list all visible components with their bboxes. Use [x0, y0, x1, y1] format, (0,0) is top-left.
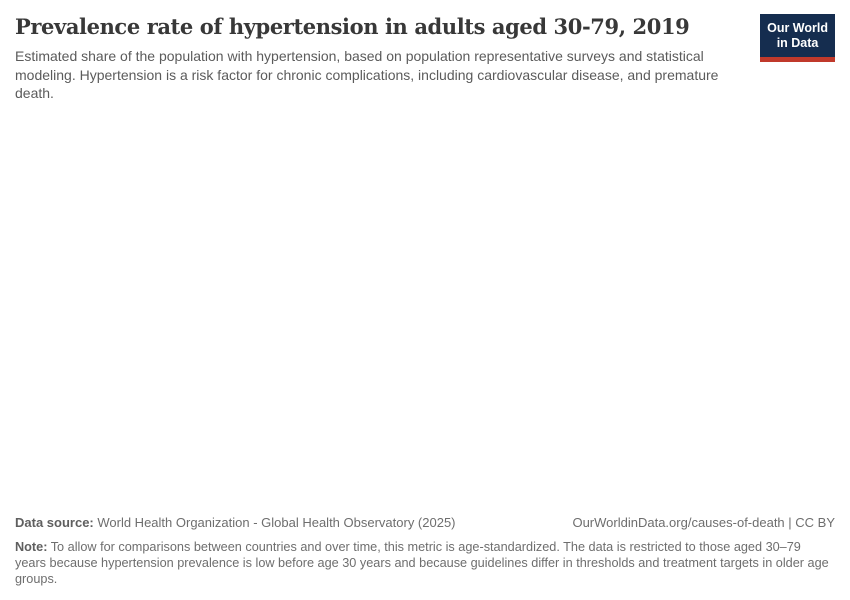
- note-text: To allow for comparisons between countri…: [15, 540, 829, 586]
- data-source-label: Data source:: [15, 515, 94, 531]
- header-text: Prevalence rate of hypertension in adult…: [15, 14, 746, 103]
- note-block: Note: To allow for comparisons between c…: [15, 539, 835, 587]
- chart-footer: Data source: World Health Organization -…: [0, 515, 850, 600]
- chart-header: Prevalence rate of hypertension in adult…: [0, 0, 850, 103]
- owid-logo-line1: Our World: [767, 21, 828, 35]
- license-link[interactable]: OurWorldinData.org/causes-of-death | CC …: [572, 515, 835, 531]
- chart-subtitle: Estimated share of the population with h…: [15, 48, 719, 102]
- plot-area: [0, 103, 850, 516]
- data-source-text: World Health Organization - Global Healt…: [93, 515, 456, 531]
- note-label: Note:: [15, 540, 48, 554]
- data-source: Data source: World Health Organization -…: [15, 515, 456, 532]
- source-row: Data source: World Health Organization -…: [15, 515, 835, 532]
- owid-logo[interactable]: Our World in Data: [760, 14, 835, 62]
- owid-logo-line2: in Data: [776, 35, 819, 50]
- page-title: Prevalence rate of hypertension in adult…: [15, 14, 690, 39]
